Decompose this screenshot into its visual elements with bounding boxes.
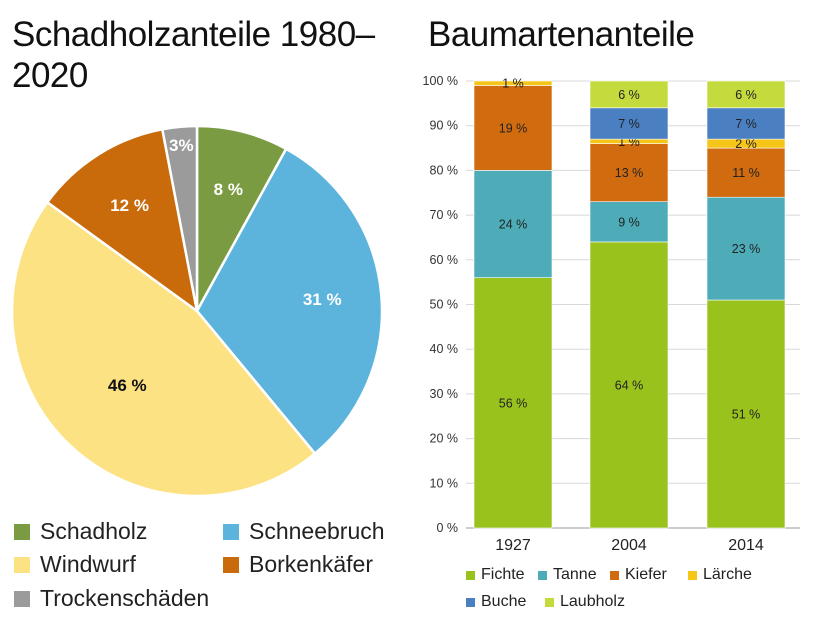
legend-item-fichte: Fichte bbox=[466, 566, 525, 584]
x-tick-label-2014: 2014 bbox=[728, 537, 764, 554]
legend-label: Kiefer bbox=[625, 566, 667, 583]
bar-segment-laubholz-2004 bbox=[589, 80, 669, 109]
legend-swatch bbox=[545, 597, 554, 607]
pie-label-schadholz: 8 % bbox=[214, 180, 243, 199]
bar-label-laerche-2014: 2 % bbox=[735, 137, 757, 151]
bar-segment-kiefer-2014 bbox=[706, 147, 786, 198]
legend-item-trockenschaeden: Trockenschäden bbox=[14, 585, 209, 612]
bar-segment-kiefer-2004 bbox=[589, 143, 669, 202]
bar-label-fichte-2004: 64 % bbox=[615, 379, 644, 393]
bar-segment-tanne-1927 bbox=[473, 170, 553, 278]
bar-label-laerche-1927: 1 % bbox=[502, 77, 524, 91]
y-tick-label: 20 % bbox=[430, 432, 459, 446]
bar-label-buche-2014: 7 % bbox=[735, 117, 757, 131]
legend-item-laerche: Lärche bbox=[688, 566, 752, 584]
legend-label: Fichte bbox=[481, 566, 525, 583]
legend-swatch bbox=[14, 523, 30, 540]
legend-label: Schneebruch bbox=[249, 518, 385, 544]
bar-segment-fichte-1927 bbox=[473, 277, 553, 529]
pie-label-trockenschaeden: 3% bbox=[169, 136, 194, 155]
legend-label: Trockenschäden bbox=[40, 585, 210, 611]
legend-label: Borkenkäfer bbox=[249, 551, 374, 577]
pie-slice-trockenschaeden bbox=[161, 124, 199, 313]
legend-swatch bbox=[223, 556, 239, 573]
pie-slice-windwurf bbox=[10, 201, 317, 498]
y-tick-label: 100 % bbox=[423, 74, 458, 88]
y-tick-label: 60 % bbox=[430, 253, 459, 267]
legend-swatch bbox=[14, 590, 30, 607]
legend-label: Buche bbox=[481, 593, 527, 610]
bar-label-kiefer-2014: 11 % bbox=[732, 166, 760, 180]
y-tick-label: 90 % bbox=[430, 119, 459, 133]
x-tick-label-1927: 1927 bbox=[495, 537, 531, 554]
legend-item-borkenkaefer: Borkenkäfer bbox=[223, 551, 373, 578]
y-tick-label: 50 % bbox=[430, 298, 459, 312]
pie-slice-schadholz bbox=[195, 124, 288, 313]
bar-segment-kiefer-1927 bbox=[473, 85, 553, 171]
x-tick-label-2004: 2004 bbox=[611, 537, 647, 554]
y-tick-label: 40 % bbox=[430, 342, 459, 356]
y-tick-label: 0 % bbox=[436, 521, 458, 535]
bar-label-tanne-2014: 23 % bbox=[732, 242, 761, 256]
bar-label-tanne-1927: 24 % bbox=[499, 218, 528, 232]
pie-slice-schneebruch bbox=[195, 147, 384, 455]
y-tick-label: 10 % bbox=[430, 476, 459, 490]
legend-label: Lärche bbox=[703, 566, 752, 583]
bar-label-kiefer-2004: 13 % bbox=[615, 166, 644, 180]
legend-item-windwurf: Windwurf bbox=[14, 551, 136, 578]
bar-segment-laubholz-2014 bbox=[706, 80, 786, 109]
legend-item-tanne: Tanne bbox=[538, 566, 597, 584]
legend-swatch bbox=[466, 570, 475, 580]
bar-chart-title: Baumartenanteile bbox=[428, 15, 695, 54]
pie-label-borkenkaefer: 12 % bbox=[110, 196, 149, 215]
legend-item-kiefer: Kiefer bbox=[610, 566, 667, 584]
bar-segment-fichte-2004 bbox=[589, 241, 669, 529]
legend-item-buche: Buche bbox=[466, 593, 526, 611]
legend-swatch bbox=[223, 523, 239, 540]
bar-label-fichte-1927: 56 % bbox=[499, 396, 528, 410]
legend-swatch bbox=[688, 570, 697, 580]
bar-label-tanne-2004: 9 % bbox=[618, 215, 640, 229]
bar-segment-fichte-2014 bbox=[706, 299, 786, 529]
bar-segment-buche-2004 bbox=[589, 107, 669, 140]
legend-swatch bbox=[14, 556, 30, 573]
legend-label: Tanne bbox=[553, 566, 597, 583]
bar-label-laubholz-2004: 6 % bbox=[618, 88, 640, 102]
legend-item-laubholz: Laubholz bbox=[545, 593, 625, 611]
bar-segment-buche-2014 bbox=[706, 107, 786, 140]
legend-item-schneebruch: Schneebruch bbox=[223, 518, 385, 545]
y-tick-label: 80 % bbox=[430, 163, 459, 177]
legend-label: Windwurf bbox=[40, 551, 136, 577]
y-tick-label: 70 % bbox=[430, 208, 459, 222]
pie-chart-title: Schadholzanteile 1980–2020 bbox=[12, 15, 375, 95]
bar-label-kiefer-1927: 19 % bbox=[499, 121, 528, 135]
legend-item-schadholz: Schadholz bbox=[14, 518, 147, 545]
bar-label-buche-2004: 7 % bbox=[618, 117, 640, 131]
legend-label: Laubholz bbox=[560, 593, 625, 610]
legend-swatch bbox=[610, 570, 619, 580]
legend-swatch bbox=[466, 597, 475, 607]
pie-label-windwurf: 46 % bbox=[108, 376, 147, 395]
bar-label-fichte-2014: 51 % bbox=[732, 408, 761, 422]
pie-label-schneebruch: 31 % bbox=[303, 290, 342, 309]
legend-swatch bbox=[538, 570, 547, 580]
legend-label: Schadholz bbox=[40, 518, 148, 544]
pie-slice-borkenkaefer bbox=[46, 128, 199, 313]
y-tick-label: 30 % bbox=[430, 387, 459, 401]
bar-segment-tanne-2014 bbox=[706, 196, 786, 301]
bar-segment-tanne-2004 bbox=[589, 201, 669, 243]
bar-label-laubholz-2014: 6 % bbox=[735, 88, 757, 102]
bar-segment-laerche-1927 bbox=[473, 80, 553, 86]
